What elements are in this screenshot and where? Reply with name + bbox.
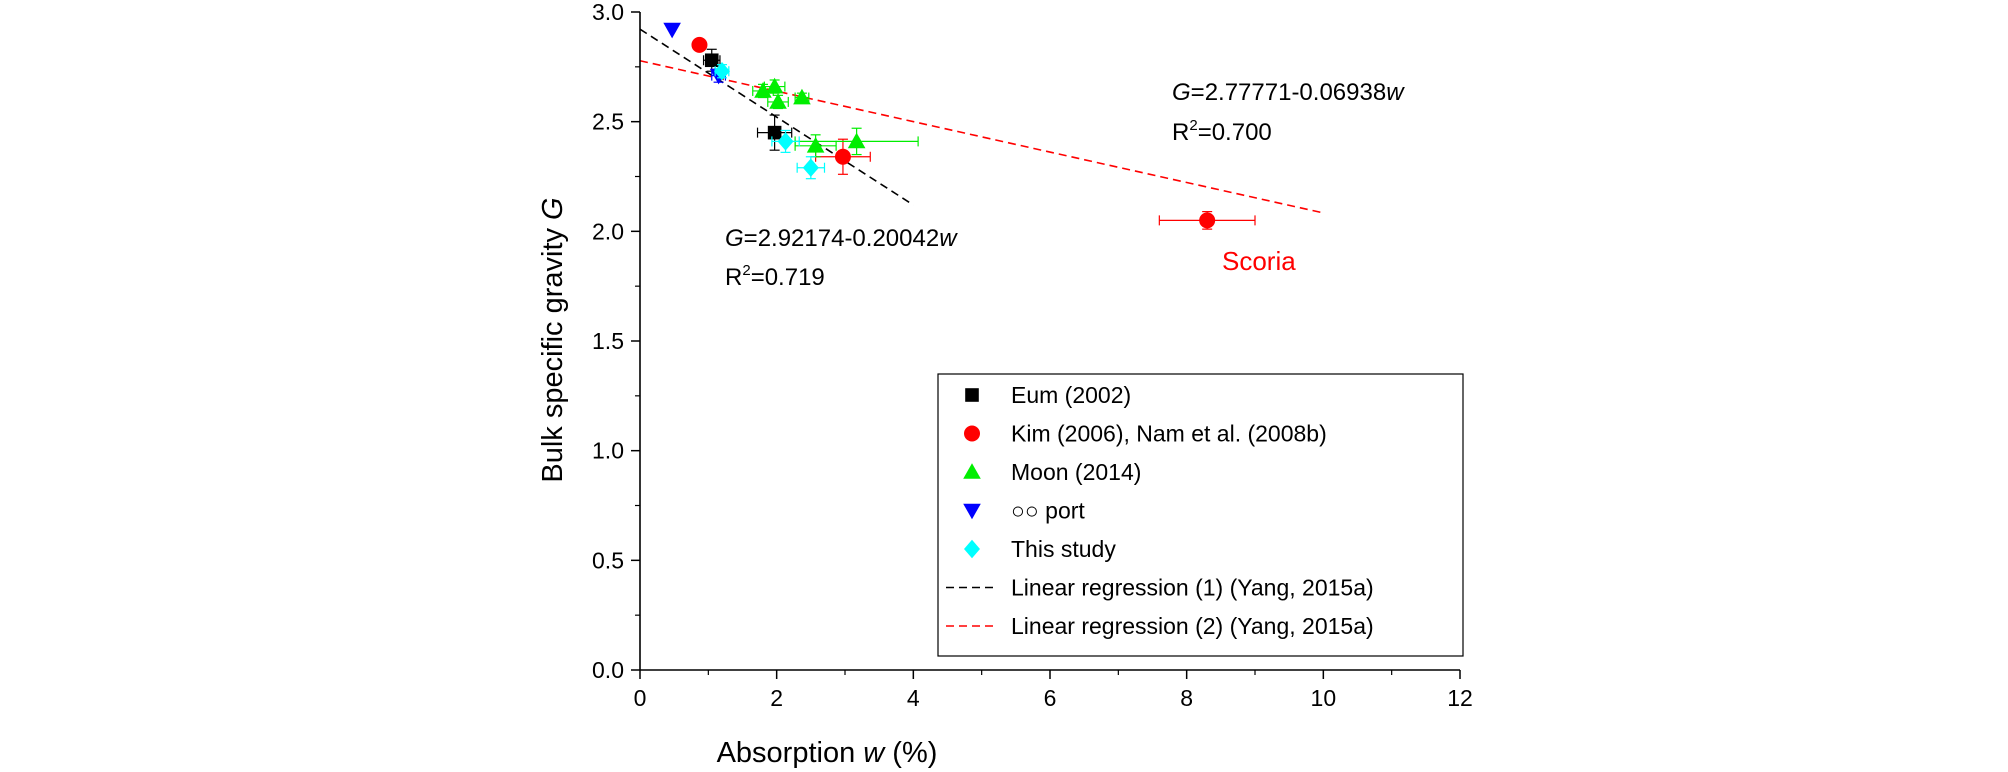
legend-box	[937, 373, 1464, 657]
data-point-square	[704, 53, 719, 68]
x-tick-label: 2	[770, 685, 783, 711]
y-tick-label: 1.5	[592, 328, 624, 354]
equation-1-rest: =2.92174-0.20042	[744, 225, 940, 252]
r-squared-1-sup: 2	[742, 262, 750, 279]
legend-item: This study	[964, 536, 1116, 562]
equation-2: G=2.77771-0.06938w	[1172, 79, 1405, 106]
regression-lines	[639, 28, 1324, 214]
y-tick-label: 0.5	[592, 547, 624, 573]
y-axis-title: Bulk specific gravity G	[537, 197, 569, 482]
legend-label: This study	[1011, 536, 1116, 562]
x-tick-label: 10	[1311, 685, 1337, 711]
data-point-circle	[1199, 212, 1216, 229]
y-axis-title-var: G	[537, 197, 569, 220]
legend-label: ○○ port	[1011, 498, 1085, 524]
y-tick-label: 0.0	[592, 657, 624, 683]
data-point-triangle-down	[663, 22, 681, 39]
y-tick-label: 2.5	[592, 109, 624, 135]
equation-1-w: w	[939, 225, 958, 252]
x-tick-label: 0	[634, 685, 647, 711]
x-tick-label: 12	[1447, 685, 1473, 711]
series-5	[714, 62, 826, 180]
equation-2-var: G	[1172, 79, 1191, 106]
legend-items: Eum (2002) Kim (2006), Nam et al. (2008b)…	[946, 382, 1374, 639]
data-point-triangle-up	[769, 93, 787, 109]
y-tick-label: 1.0	[592, 438, 624, 464]
data-point-diamond	[777, 132, 794, 151]
y-axis-title-main: Bulk specific gravity	[537, 220, 569, 483]
x-axis-title-unit: (%)	[884, 737, 937, 769]
x-axis-title-var: w	[863, 737, 886, 769]
series-2	[691, 36, 1256, 230]
data-point-triangle-up	[765, 77, 784, 94]
x-axis-title: Absorption w (%)	[717, 737, 938, 769]
data-point-circle	[691, 36, 708, 53]
equation-2-w: w	[1386, 79, 1405, 106]
legend-label: Linear regression (2) (Yang, 2015a)	[1011, 613, 1374, 639]
data-point-square	[767, 125, 782, 140]
x-tick-label: 8	[1180, 685, 1193, 711]
data-point-diamond	[714, 62, 730, 81]
x-tick-label: 6	[1044, 685, 1057, 711]
legend-item: Moon (2014)	[963, 459, 1141, 485]
legend-label: Kim (2006), Nam et al. (2008b)	[1011, 421, 1327, 447]
legend-marker-circle	[964, 425, 980, 442]
y-ticks: 0.0 0.5 1.0 1.5 2.0 2.5 3.0	[592, 0, 640, 683]
x-axis-title-main: Absorption	[717, 737, 864, 769]
regression-line-1	[639, 28, 914, 206]
r-squared-2: R2=0.700	[1172, 117, 1272, 146]
y-tick-label: 2.0	[592, 218, 624, 244]
legend-item: Eum (2002)	[965, 382, 1131, 408]
legend-item: ○○ port	[963, 498, 1085, 524]
equation-2-rest: =2.77771-0.06938	[1191, 79, 1387, 106]
data-point-diamond	[802, 158, 819, 177]
scoria-label: Scoria	[1222, 246, 1296, 276]
x-tick-label: 4	[907, 685, 920, 711]
series-3	[752, 77, 919, 158]
data-point-circle	[834, 148, 851, 165]
x-ticks: 0 2 4 6 8 10 12	[634, 670, 1473, 711]
equation-1-var: G	[725, 225, 744, 252]
legend: Eum (2002) Kim (2006), Nam et al. (2008b)…	[937, 373, 1464, 657]
r-squared-2-sup: 2	[1189, 117, 1197, 134]
r-squared-1: R2=0.719	[725, 262, 825, 291]
r-squared-2-base: R	[1172, 119, 1189, 146]
legend-label: Moon (2014)	[1011, 459, 1141, 485]
series-1	[702, 48, 793, 151]
data-point-triangle-up	[806, 136, 825, 153]
legend-item: Linear regression (1) (Yang, 2015a)	[946, 575, 1374, 601]
legend-label: Eum (2002)	[1011, 382, 1131, 408]
data-point-triangle-up	[793, 88, 811, 105]
axes: 0 2 4 6 8 10 12 0.0 0.5 1.0 1.5 2.0 2.5 3.0	[592, 0, 1473, 711]
legend-marker-square	[965, 388, 979, 402]
data-point-triangle-up	[847, 132, 866, 149]
legend-marker-triangle-down	[963, 503, 981, 520]
r-squared-2-value: =0.700	[1198, 119, 1272, 146]
r-squared-1-value: =0.719	[751, 264, 825, 291]
r-squared-1-base: R	[725, 264, 742, 291]
data-points	[663, 22, 1256, 230]
legend-label: Linear regression (1) (Yang, 2015a)	[1011, 575, 1374, 601]
legend-item: Kim (2006), Nam et al. (2008b)	[964, 421, 1327, 447]
legend-marker-diamond	[964, 539, 980, 559]
legend-marker-triangle-up	[963, 463, 981, 479]
legend-item: Linear regression (2) (Yang, 2015a)	[946, 613, 1374, 639]
y-tick-label: 3.0	[592, 0, 624, 25]
data-point-triangle-up	[754, 82, 772, 98]
equation-1: G=2.92174-0.20042w	[725, 225, 958, 252]
